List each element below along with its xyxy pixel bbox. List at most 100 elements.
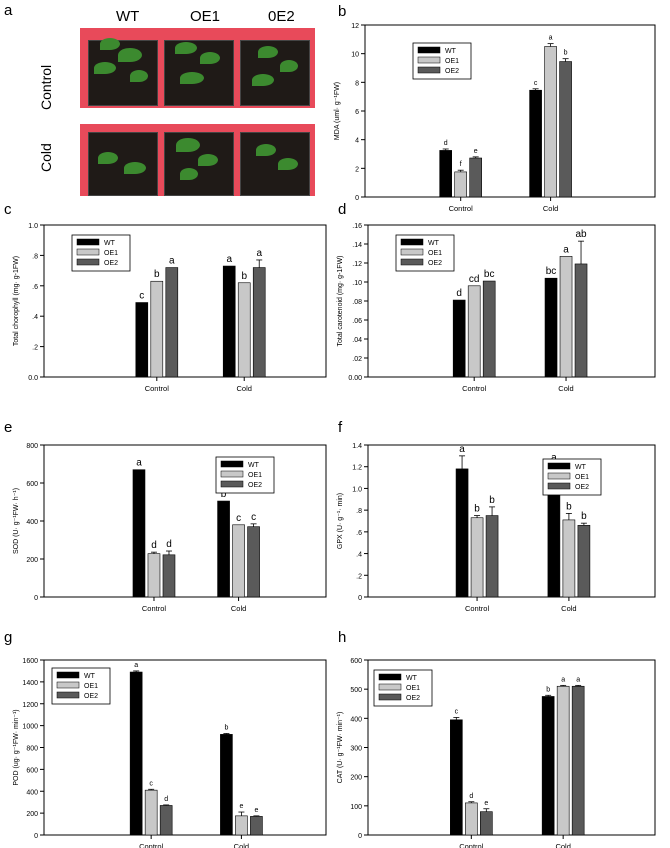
y-tick-label: 4 (355, 138, 359, 145)
legend-entry: OE1 (428, 250, 442, 257)
significance-letter: d (469, 793, 473, 800)
significance-letter: a (549, 35, 553, 42)
legend-entry: OE1 (406, 685, 420, 692)
significance-letter: b (566, 501, 572, 512)
y-tick-label: 200 (26, 811, 38, 818)
panel-letter-e: e (4, 419, 12, 436)
bar (469, 157, 483, 198)
bar (577, 525, 591, 598)
y-tick-label: 400 (26, 789, 38, 796)
significance-letter: a (134, 662, 138, 669)
legend-entry: OE2 (248, 482, 262, 489)
bar (541, 696, 555, 836)
legend-entry: OE1 (248, 472, 262, 479)
panel-letter-f: f (338, 419, 343, 436)
y-axis-label: MDA (uml· g⁻¹FW) (334, 82, 341, 140)
significance-letter: b (154, 269, 160, 280)
y-tick-label: 0 (34, 595, 38, 602)
y-tick-label: .06 (352, 318, 362, 325)
significance-letter: a (459, 444, 465, 455)
significance-letter: ab (575, 229, 587, 240)
y-tick-label: 1400 (22, 680, 38, 687)
bar (529, 89, 542, 198)
y-tick-label: .2 (32, 345, 38, 352)
y-tick-label: .10 (352, 280, 362, 287)
bar (571, 685, 585, 836)
legend-swatch (220, 460, 244, 468)
y-tick-label: .8 (356, 508, 362, 515)
y-tick-label: .04 (352, 337, 362, 344)
y-tick-label: 1.0 (352, 486, 362, 493)
x-tick-label: Cold (237, 384, 252, 393)
significance-letter: a (136, 458, 142, 469)
legend-swatch (56, 671, 80, 679)
chart-e: e 0 200 400 600 800 SOD (U· g⁻¹FW· h⁻¹) Control… (4, 419, 327, 613)
y-tick-label: 1.4 (352, 443, 362, 450)
chart-g: g 0 200 400 600 800 1000 1200 1400 1600 POD (ug· g… (4, 629, 327, 848)
legend-entry: OE1 (84, 683, 98, 690)
significance-letter: e (474, 148, 478, 155)
panel-letter-d: d (338, 201, 346, 218)
legend-entry: WT (575, 464, 587, 471)
y-axis-label: POD (ug· g⁻¹FW· min⁻¹) (13, 709, 20, 785)
y-tick-label: 200 (350, 775, 362, 782)
bar (217, 500, 230, 598)
legend-swatch (56, 681, 80, 689)
legend-entry: OE1 (445, 58, 459, 65)
significance-letter: a (256, 248, 262, 259)
significance-letter: b (241, 271, 247, 282)
significance-letter: a (561, 676, 565, 683)
bar (482, 280, 496, 378)
y-tick-label: .4 (32, 314, 38, 321)
y-tick-label: .02 (352, 356, 362, 363)
bar (222, 265, 236, 378)
y-tick-label: 0 (34, 833, 38, 840)
legend-entry: OE2 (428, 260, 442, 267)
significance-letter: b (221, 489, 227, 500)
legend-swatch (547, 482, 571, 490)
y-tick-label: 600 (26, 481, 38, 488)
bar (485, 515, 499, 598)
significance-letter: e (484, 800, 488, 807)
significance-letter: b (474, 504, 480, 515)
legend-swatch (417, 66, 441, 74)
x-tick-label: Cold (543, 204, 558, 213)
bar (559, 256, 573, 378)
legend-swatch (400, 238, 424, 246)
legend-entry: OE2 (445, 68, 459, 75)
y-tick-label: 2 (355, 166, 359, 173)
bar (562, 519, 576, 598)
bar (455, 468, 469, 598)
significance-letter: e (239, 803, 243, 810)
photo-cold (80, 124, 315, 196)
legend-swatch (400, 248, 424, 256)
y-tick-label: 1000 (22, 724, 38, 731)
panel-letter-h: h (338, 629, 346, 646)
x-tick-label: Cold (558, 384, 573, 393)
bar (556, 685, 570, 836)
chart-h: h 0 100 200 300 400 500 600 CAT (U· g⁻¹FW· min⁻¹… (337, 629, 656, 848)
significance-letter: d (164, 796, 168, 803)
legend-entry: WT (84, 673, 96, 680)
y-tick-label: 12 (351, 23, 359, 30)
significance-letter: c (149, 780, 153, 787)
bar (220, 734, 233, 836)
bar (237, 282, 251, 378)
y-tick-label: .4 (356, 552, 362, 559)
y-tick-label: 1600 (22, 658, 38, 665)
y-tick-label: 600 (26, 767, 38, 774)
bar (150, 280, 164, 378)
photo-column-wt: WT (116, 8, 140, 25)
bar (467, 285, 481, 378)
legend-entry: OE2 (406, 695, 420, 702)
significance-letter: c (139, 291, 144, 302)
bar (135, 302, 149, 378)
legend-swatch (378, 693, 402, 701)
y-tick-label: 0.0 (28, 375, 38, 382)
significance-letter: b (564, 50, 568, 57)
bar (470, 517, 484, 598)
bar (144, 789, 158, 836)
legend-entry: WT (445, 48, 457, 55)
legend-entry: OE2 (104, 260, 118, 267)
y-axis-label: SOD (U· g⁻¹FW· h⁻¹) (13, 488, 20, 554)
